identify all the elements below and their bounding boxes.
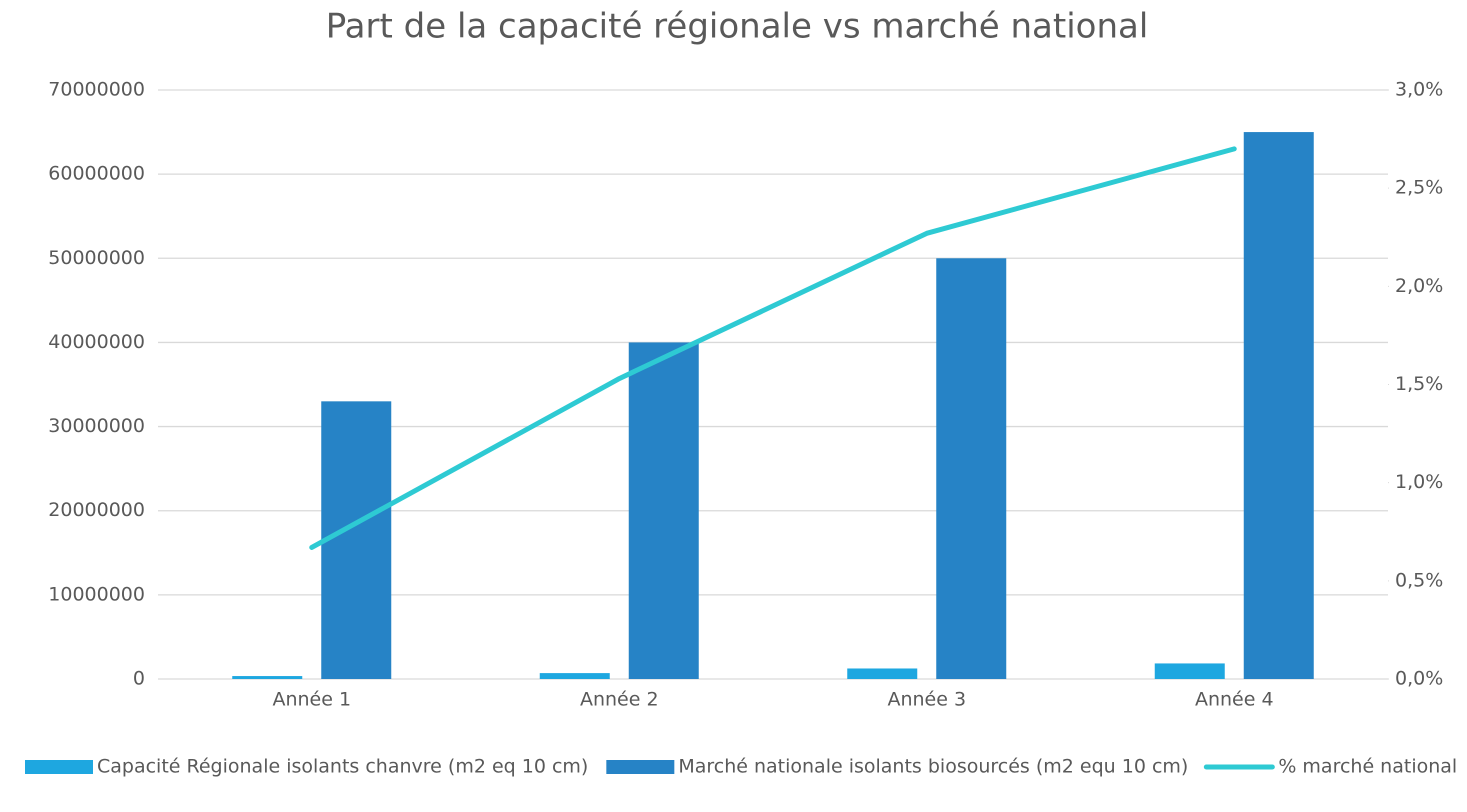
y2-tick-label: 0,0% — [1395, 668, 1443, 690]
x-tick-label: Année 1 — [272, 689, 351, 711]
legend-label: % marché national — [1278, 756, 1457, 778]
y-tick-label: 50000000 — [48, 247, 145, 269]
legend-item: % marché national — [1203, 756, 1457, 778]
legend-item: Marché nationale isolants biosourcés (m2… — [606, 756, 1188, 778]
bar — [1154, 663, 1225, 679]
y2-tick-label: 0,5% — [1395, 569, 1443, 591]
legend-label: Marché nationale isolants biosourcés (m2… — [678, 756, 1188, 778]
bar — [1243, 132, 1314, 680]
bar — [628, 342, 699, 679]
line-series — [309, 146, 1237, 550]
legend-swatch — [606, 760, 675, 774]
y-tick-label: 30000000 — [48, 415, 145, 437]
legend-label: Capacité Régionale isolants chanvre (m2 … — [97, 756, 588, 778]
x-tick-label: Année 4 — [1195, 689, 1274, 711]
y-tick-label: 40000000 — [48, 331, 145, 353]
chart-title: Part de la capacité régionale vs marché … — [326, 7, 1149, 47]
x-tick-label: Année 2 — [580, 689, 659, 711]
y-tick-label: 10000000 — [48, 583, 145, 605]
y-tick-label: 70000000 — [48, 79, 145, 101]
legend-item: Capacité Régionale isolants chanvre (m2 … — [25, 756, 588, 778]
y2-tick-label: 2,0% — [1395, 275, 1443, 297]
y2-tick-label: 1,5% — [1395, 373, 1443, 395]
bar — [847, 668, 918, 679]
y-tick-label: 0 — [133, 668, 145, 690]
legend-swatch — [25, 760, 93, 774]
y2-tick-label: 3,0% — [1395, 79, 1443, 101]
bar — [936, 258, 1007, 679]
y-tick-label: 20000000 — [48, 499, 145, 521]
bar — [232, 676, 303, 679]
y2-tick-label: 2,5% — [1395, 177, 1443, 199]
bar — [321, 401, 392, 679]
bar — [539, 673, 610, 679]
x-tick-label: Année 3 — [887, 689, 966, 711]
y-tick-label: 60000000 — [48, 163, 145, 185]
y2-tick-label: 1,0% — [1395, 471, 1443, 493]
